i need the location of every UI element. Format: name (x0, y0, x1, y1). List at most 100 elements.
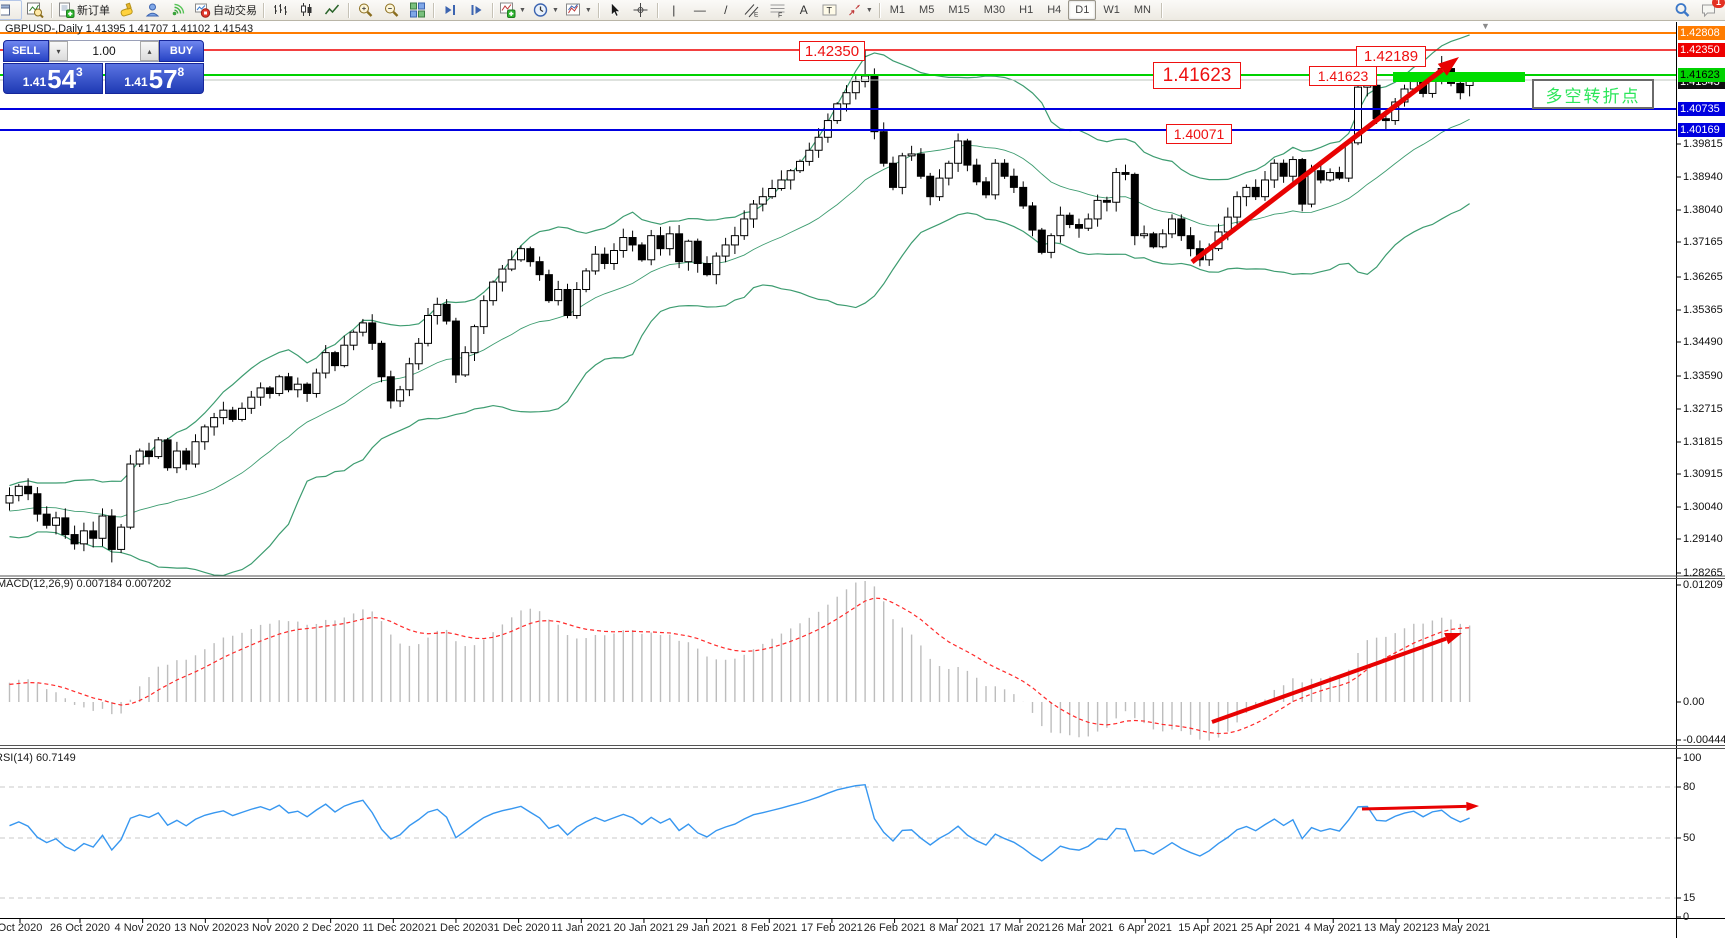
timeframe-button-d1[interactable]: D1 (1068, 0, 1097, 20)
price-annotation-label[interactable]: 1.41623 (1309, 66, 1377, 86)
price-scale-tick: 1.30915 (1683, 468, 1723, 480)
time-axis-label: 4 May 2021 (1304, 922, 1362, 934)
line-chart-icon[interactable] (319, 0, 345, 20)
sell-price-display[interactable]: 1.41 54 3 (3, 63, 103, 94)
chart-title: GBPUSD-,Daily 1.41395 1.41707 1.41102 1.… (5, 23, 254, 35)
buy-price-display[interactable]: 1.41 57 8 (104, 63, 204, 94)
signals-icon[interactable] (165, 0, 191, 20)
candlestick-chart-icon[interactable] (293, 0, 319, 20)
candlestick-series[interactable] (5, 50, 1474, 563)
rsi-scale-tick: 15 (1683, 892, 1696, 904)
profile-icon[interactable] (139, 0, 165, 20)
toolbar-separator (1160, 2, 1162, 18)
macd-scale-tick: 0.01209 (1683, 579, 1723, 591)
arrows-icon[interactable]: ▼ (843, 0, 876, 20)
time-axis-label: 21 Dec 2020 (424, 922, 488, 934)
price-scale-badge: 1.42350 (1678, 43, 1725, 57)
chevron-down-icon: ▼ (865, 6, 873, 14)
macd-scale-tick: 0.00 (1683, 696, 1705, 708)
price-scale-badge: 1.40169 (1678, 123, 1725, 137)
tile-windows-icon[interactable] (404, 0, 430, 20)
time-axis-label: 23 Nov 2020 (236, 922, 300, 934)
time-axis-label: 20 Jan 2021 (613, 922, 675, 934)
volume-input[interactable] (68, 41, 140, 61)
price-annotation-label[interactable]: 1.40071 (1166, 124, 1232, 144)
metaeditor-icon[interactable] (113, 0, 139, 20)
price-scale-tick: 1.38940 (1683, 171, 1723, 183)
macd-signal-line (9, 597, 1470, 735)
timeframe-button-mn[interactable]: MN (1133, 4, 1151, 16)
toolbar: 新订单 自动交易 ▼ ▼ ▼ | — / E F A T ▼ M1 M5 M15 M30 H1 H4 D1 W1 MN 1 (0, 0, 1725, 21)
timeframe-button-w1[interactable]: W1 (1103, 4, 1120, 16)
price-scale-badge: 1.41623 (1678, 68, 1725, 82)
buy-price-pip: 8 (177, 65, 185, 79)
data-window-icon[interactable] (22, 0, 48, 20)
rsi-scale-tick: 50 (1683, 832, 1696, 844)
trend-arrow-3[interactable] (1361, 801, 1479, 811)
toolbar-separator (492, 2, 493, 18)
text-icon[interactable]: A (799, 3, 808, 17)
autotrading-button[interactable]: 自动交易 (191, 0, 260, 20)
chart-window-icon[interactable] (0, 0, 22, 20)
time-axis-label: 6 Apr 2021 (1118, 922, 1172, 934)
buy-button[interactable]: BUY (159, 40, 204, 62)
periods-icon[interactable]: ▼ (529, 0, 562, 20)
timeframe-button-h1[interactable]: H1 (1019, 4, 1034, 16)
time-axis-label: 17 Feb 2021 (801, 922, 863, 934)
templates-icon[interactable]: ▼ (562, 0, 595, 20)
time-axis-label: 11 Dec 2020 (362, 922, 425, 934)
chevron-down-icon: ▼ (584, 6, 592, 14)
volume-decrease-button[interactable]: ▾ (49, 41, 68, 61)
scroll-to-end-icon[interactable]: ▼ (1481, 21, 1490, 31)
timeframe-button-h4[interactable]: H4 (1047, 4, 1062, 16)
buy-price-base: 1.41 (124, 75, 148, 89)
time-axis-label: Oct 2020 (0, 922, 43, 934)
time-axis-label: 11 Jan 2021 (551, 922, 612, 934)
search-icon[interactable] (1669, 0, 1695, 20)
time-axis-label: 29 Jan 2021 (676, 922, 737, 934)
timeframe-button-m30[interactable]: M30 (983, 4, 1006, 16)
timeframe-button-m5[interactable]: M5 (919, 4, 935, 16)
trend-arrow-2[interactable] (1211, 632, 1462, 724)
time-axis-label: 8 Mar 2021 (929, 922, 986, 934)
volume-increase-button[interactable]: ▴ (140, 41, 159, 61)
time-axis-label: 31 Dec 2020 (487, 922, 550, 934)
price-scale-tick: 1.37165 (1683, 236, 1723, 248)
fibonacci-icon[interactable]: F (765, 0, 791, 20)
zoom-out-icon[interactable] (378, 0, 404, 20)
zoom-in-icon[interactable] (352, 0, 378, 20)
notifications-icon[interactable]: 1 (1695, 0, 1725, 20)
macd-histogram (8, 581, 1471, 741)
timeframe-button-m15[interactable]: M15 (948, 4, 970, 16)
indicators-icon[interactable]: ▼ (496, 0, 529, 20)
price-scale-tick: 1.36265 (1683, 271, 1723, 283)
toolbar-separator (878, 2, 880, 18)
macd-panel-label: MACD(12,26,9) 0.007184 0.007202 (0, 578, 172, 590)
price-scale-badge: 1.40735 (1678, 102, 1725, 116)
vertical-line-icon[interactable]: | (672, 3, 676, 17)
timeframe-button-m1[interactable]: M1 (889, 4, 906, 16)
auto-scroll-icon[interactable] (437, 0, 463, 20)
highlight-zone[interactable] (1393, 72, 1525, 82)
trendline-icon[interactable]: / (724, 3, 728, 17)
chart-workspace[interactable]: GBPUSD-,Daily 1.41395 1.41707 1.41102 1.… (0, 21, 1725, 938)
sell-button[interactable]: SELL (3, 40, 49, 62)
toolbar-separator (51, 2, 52, 18)
svg-text:T: T (827, 6, 833, 16)
text-label-icon[interactable]: T (817, 0, 843, 20)
time-axis-label: 13 May 2021 (1364, 922, 1428, 934)
crosshair-icon[interactable] (628, 0, 654, 20)
turning-point-note[interactable]: 多空转折点 (1532, 79, 1654, 109)
cursor-icon[interactable] (602, 0, 628, 20)
price-annotation-label[interactable]: 1.41623 (1153, 62, 1241, 89)
chart-shift-icon[interactable] (463, 0, 489, 20)
horizontal-line-icon[interactable]: — (693, 3, 706, 17)
time-axis-label: 26 Mar 2021 (1051, 922, 1114, 934)
new-order-button[interactable]: 新订单 (55, 0, 113, 20)
price-annotation-label[interactable]: 1.42189 (1356, 46, 1426, 67)
rsi-line (9, 783, 1470, 862)
bar-chart-icon[interactable] (267, 0, 293, 20)
price-annotation-label[interactable]: 1.42350 (799, 41, 865, 61)
equidistant-channel-icon[interactable]: E (739, 0, 765, 20)
